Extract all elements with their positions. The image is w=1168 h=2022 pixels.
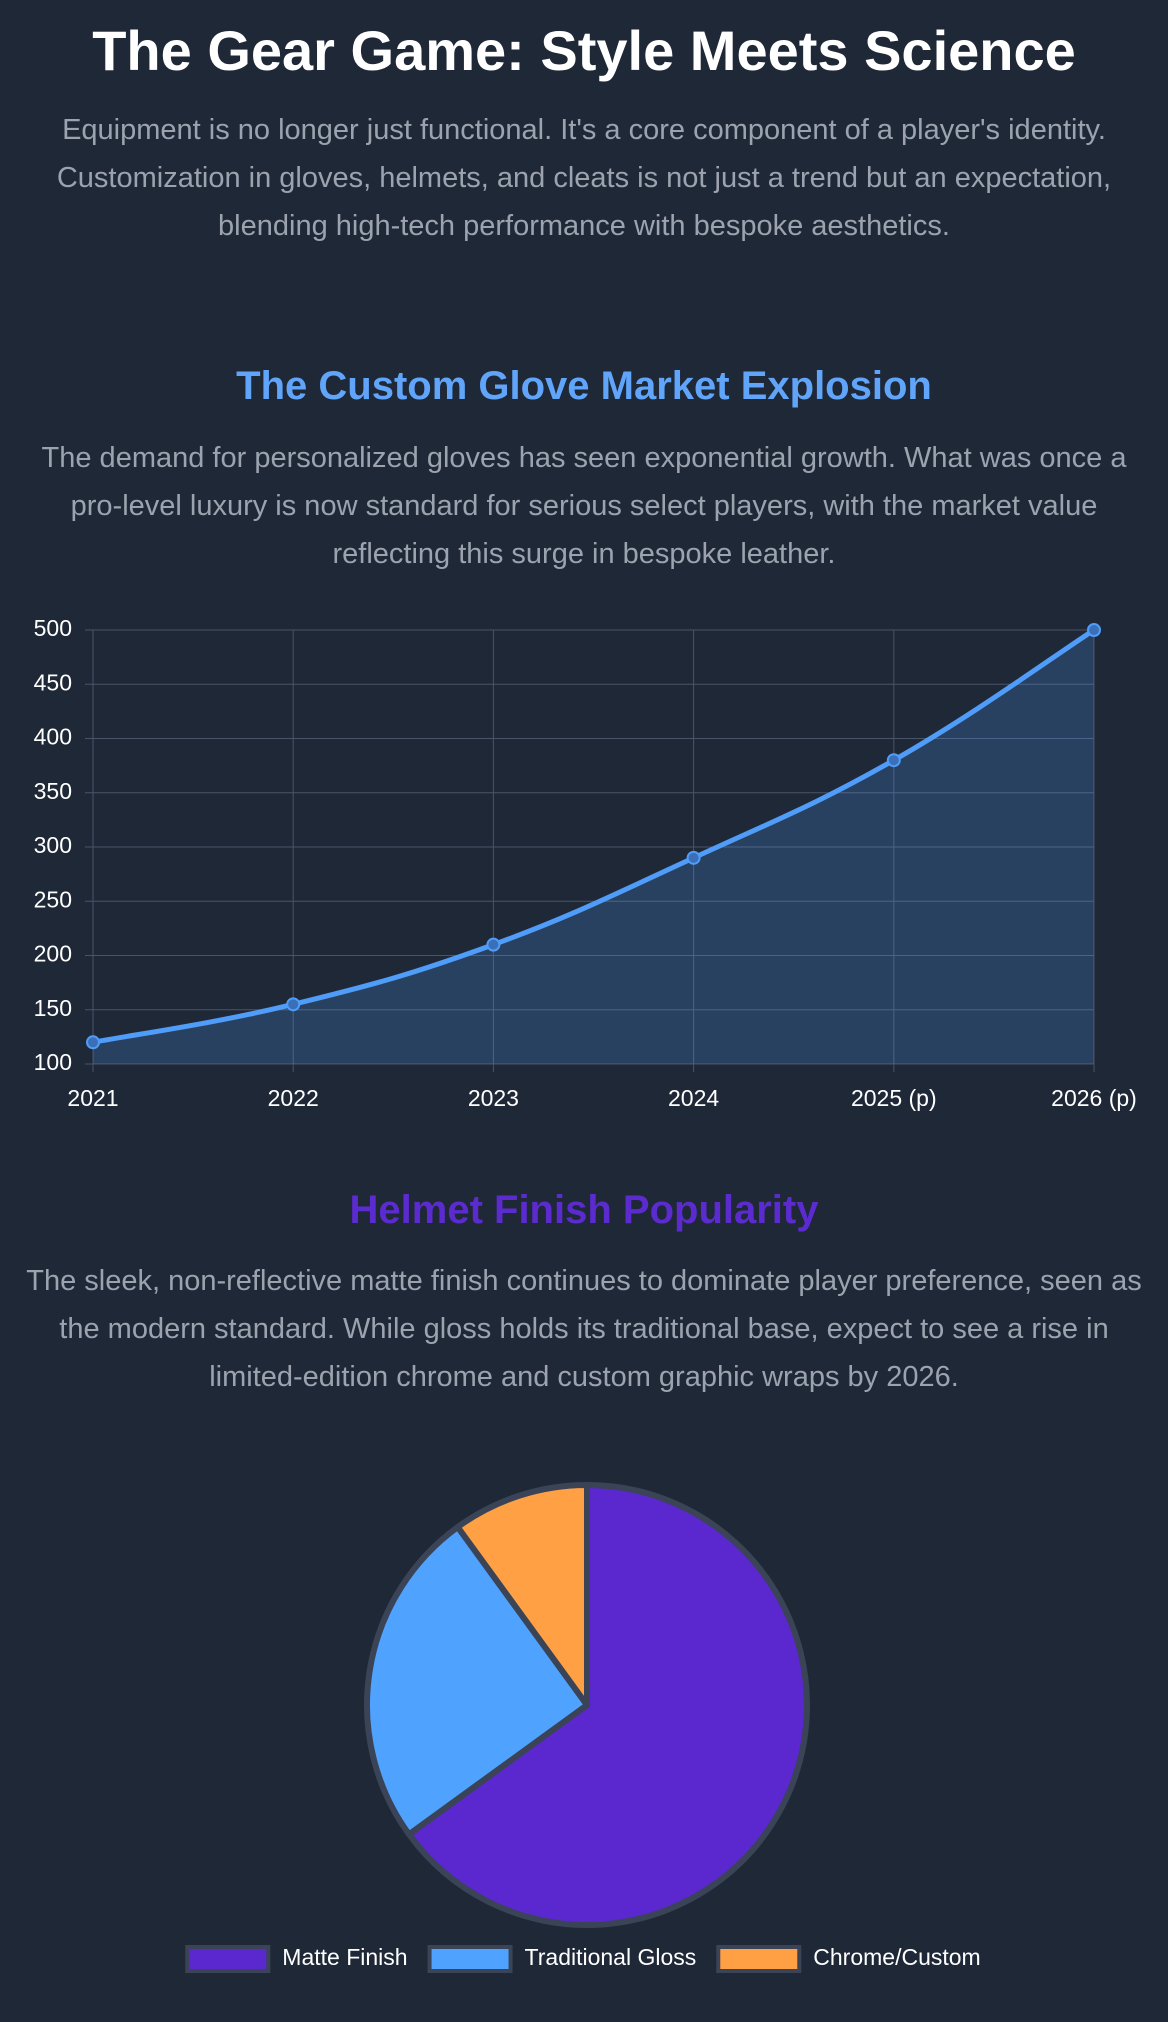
y-tick-label: 500	[34, 615, 72, 641]
pie-slice	[364, 1524, 590, 1838]
section-title: Helmet Finish Popularity	[349, 1188, 819, 1232]
point	[1087, 623, 1101, 637]
line	[92, 627, 1096, 1045]
y-tick-label: 250	[34, 886, 72, 912]
line-chart: 100 150 200 250 300 350 400 450 500 2021 2022 2023 2…	[34, 615, 1137, 1111]
x-tick-label: 2022	[268, 1085, 319, 1111]
point	[886, 753, 901, 768]
legend-label: Chrome/Custom	[813, 1944, 980, 1970]
legend-swatch	[185, 1945, 271, 1973]
section-title: The Custom Glove Market Explosion	[236, 364, 932, 408]
y-tick-label: 150	[34, 995, 72, 1021]
area	[93, 630, 1094, 1064]
x-tick-label: 2023	[468, 1085, 519, 1111]
y-tick-label: 350	[34, 778, 72, 804]
section-text: The demand for personalized gloves has s…	[41, 442, 1127, 570]
section-text: The sleek, non-reflective matte finish c…	[26, 1265, 1142, 1393]
pie-chart: Matte Finish Traditional Gloss Chrome/Cust…	[185, 1482, 981, 1973]
x-tick-label: 2024	[668, 1085, 719, 1111]
legend-swatch	[716, 1945, 802, 1973]
y-tick-label: 200	[34, 941, 72, 967]
pie-slice	[454, 1482, 590, 1708]
point	[486, 937, 501, 952]
point	[286, 997, 301, 1012]
y-tick-label: 450	[34, 669, 72, 695]
intro: Equipment is no longer just functional. …	[56, 114, 1112, 242]
legend-label: Traditional Gloss	[525, 1944, 697, 1970]
y-tick-label: 300	[34, 832, 72, 858]
point	[686, 850, 701, 865]
y-tick-label: 400	[34, 724, 72, 750]
page-title: The Gear Game: Style Meets Science	[92, 19, 1076, 82]
point	[86, 1035, 100, 1050]
legend-swatch	[427, 1945, 513, 1973]
pie-slice	[406, 1482, 810, 1928]
x-tick-label: 2021	[67, 1085, 118, 1111]
legend-label: Matte Finish	[282, 1944, 407, 1970]
x-tick-label: 2025 (p)	[851, 1085, 937, 1111]
y-tick-label: 100	[34, 1049, 72, 1075]
x-tick-label: 2026 (p)	[1051, 1085, 1137, 1111]
